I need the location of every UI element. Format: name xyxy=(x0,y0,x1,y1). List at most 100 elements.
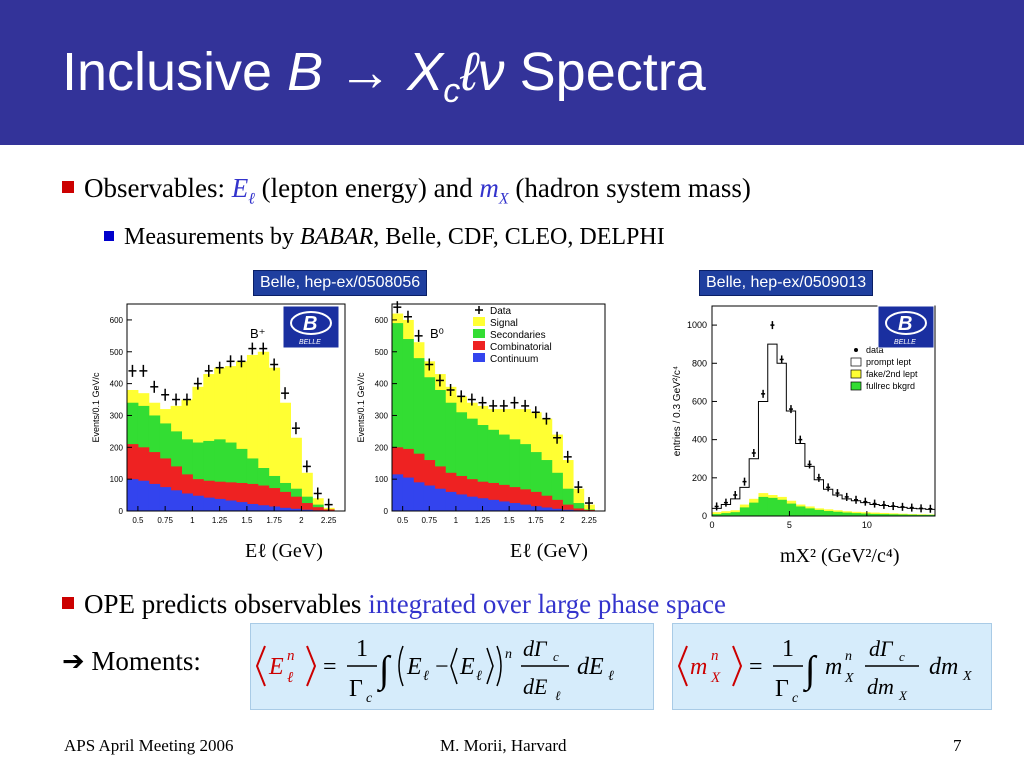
continuum-bar xyxy=(257,505,270,511)
combinatorial-bar xyxy=(519,489,531,511)
continuum-bar xyxy=(301,509,313,511)
fullrec-bar xyxy=(814,509,824,516)
continuum-bar xyxy=(402,477,414,511)
prompt-lepton-histogram xyxy=(711,343,935,516)
legend-label: fullrec bkgrd xyxy=(866,381,915,391)
signal-bar xyxy=(562,460,574,511)
combinatorial-bar xyxy=(312,507,324,511)
secondaries-bar xyxy=(203,440,215,511)
x-tick-label: 0.75 xyxy=(421,516,437,525)
bullet-square-icon xyxy=(104,231,114,241)
combinatorial-bar xyxy=(477,481,489,511)
fullrec-bar xyxy=(758,496,769,516)
continuum-bar xyxy=(413,482,425,511)
continuum-bar xyxy=(148,483,161,511)
legend-label: Data xyxy=(490,306,512,317)
x-tick-label: 1.5 xyxy=(504,516,516,525)
bullet-observables: Observables: Eℓ (lepton energy) and mX (… xyxy=(62,172,751,215)
combinatorial-bar xyxy=(541,495,553,511)
signal-bar xyxy=(301,472,313,511)
plot-tag: B⁺ xyxy=(250,326,266,341)
signal-bar xyxy=(551,434,563,511)
x-tick-label: 5 xyxy=(787,520,792,530)
fullrec-bar xyxy=(832,511,843,516)
fullrec-bar xyxy=(739,507,750,516)
plot1-xlabel: Eℓ (GeV) xyxy=(245,540,323,562)
combinatorial-bar xyxy=(246,483,259,511)
x-tick-label: 1.75 xyxy=(266,516,282,525)
x-tick-label: 0.5 xyxy=(132,516,144,525)
continuum-bar xyxy=(127,479,139,511)
svg-text:c: c xyxy=(553,649,559,664)
svg-text:ℓ: ℓ xyxy=(555,688,561,703)
y-tick-label: 400 xyxy=(375,380,389,389)
secondaries-bar xyxy=(402,339,414,511)
svg-text:X: X xyxy=(710,670,721,686)
svg-text:E: E xyxy=(406,654,422,680)
fullrec-bar xyxy=(721,513,732,516)
continuum-bar xyxy=(562,509,574,511)
svg-text:=: = xyxy=(749,654,763,680)
secondaries-bar xyxy=(551,472,563,511)
y-tick-label: 800 xyxy=(692,358,707,368)
combinatorial-bar xyxy=(487,482,499,511)
x-tick-label: 0 xyxy=(709,520,714,530)
svg-text:n: n xyxy=(287,648,295,664)
combinatorial-bar xyxy=(236,482,248,511)
y-tick-label: 500 xyxy=(375,348,389,357)
secondaries-bar xyxy=(498,434,510,511)
continuum-bar xyxy=(445,491,457,511)
y-tick-label: 100 xyxy=(110,475,124,484)
fullrec-bar xyxy=(907,514,917,516)
x-tick-label: 10 xyxy=(862,520,872,530)
continuum-bar xyxy=(159,487,172,511)
y-tick-label: 400 xyxy=(110,380,124,389)
svg-text:ℓ: ℓ xyxy=(423,669,429,684)
plot2-xlabel: Eℓ (GeV) xyxy=(510,540,588,562)
belle-logo-letter: B xyxy=(898,313,912,335)
combinatorial-bar xyxy=(148,452,161,511)
bullet-ope: OPE predicts observables integrated over… xyxy=(62,588,726,620)
mass-moment-equation: m n X = 1 Γ c ∫ m n X dΓ c dm X dm X xyxy=(677,636,972,706)
svg-text:c: c xyxy=(366,691,373,706)
fullrec-bar xyxy=(925,514,936,516)
slide-title: Inclusive B → Xcℓν Spectra xyxy=(62,42,706,110)
svg-text:∫: ∫ xyxy=(803,649,818,693)
belle-logo-ring xyxy=(885,311,927,335)
fullrec-bar xyxy=(916,514,927,516)
ref-tag-2: Belle, hep-ex/0509013 xyxy=(699,270,874,296)
secondaries-bar xyxy=(541,460,553,511)
secondaries-bar xyxy=(236,448,248,511)
continuum-bar xyxy=(214,498,226,511)
x-tick-label: 2 xyxy=(560,516,565,525)
x-tick-label: 0.5 xyxy=(397,516,409,525)
secondaries-bar xyxy=(214,439,226,511)
y-tick-label: 300 xyxy=(110,411,124,420)
fullrec-bar xyxy=(860,513,871,516)
combinatorial-bar xyxy=(214,481,226,511)
secondaries-bar xyxy=(530,452,542,511)
svg-text:n: n xyxy=(711,648,719,664)
legend-swatch xyxy=(850,369,862,379)
svg-text:dΓ: dΓ xyxy=(869,636,894,661)
svg-text:m: m xyxy=(690,654,707,680)
fullrec-bar xyxy=(786,503,797,516)
svg-text:−: − xyxy=(435,654,449,680)
continuum-bar xyxy=(541,507,553,511)
fullrec-bar xyxy=(712,514,722,516)
hadron-mass-plot: 0 200 400 600 800 1000 0 5 10 entries / 0.3 GeV²/… xyxy=(672,305,936,530)
fullrec-bar xyxy=(869,513,880,516)
continuum-bar xyxy=(423,485,436,511)
continuum-bar xyxy=(392,474,404,511)
secondaries-bar xyxy=(519,444,531,511)
legend-swatch xyxy=(473,341,485,350)
y-tick-label: 0 xyxy=(702,511,707,521)
svg-text:1: 1 xyxy=(782,636,794,662)
signal-bar xyxy=(268,367,281,511)
belle-logo-ring xyxy=(290,311,332,335)
combinatorial-bar xyxy=(225,482,237,511)
y-tick-label: 0 xyxy=(384,507,389,516)
signal-bar xyxy=(246,354,259,511)
continuum-bar xyxy=(434,488,446,511)
equation-box-lepton-moments: E n ℓ = 1 Γ c ∫ E ℓ − E ℓ n dΓ c dE ℓ dE… xyxy=(250,623,654,710)
